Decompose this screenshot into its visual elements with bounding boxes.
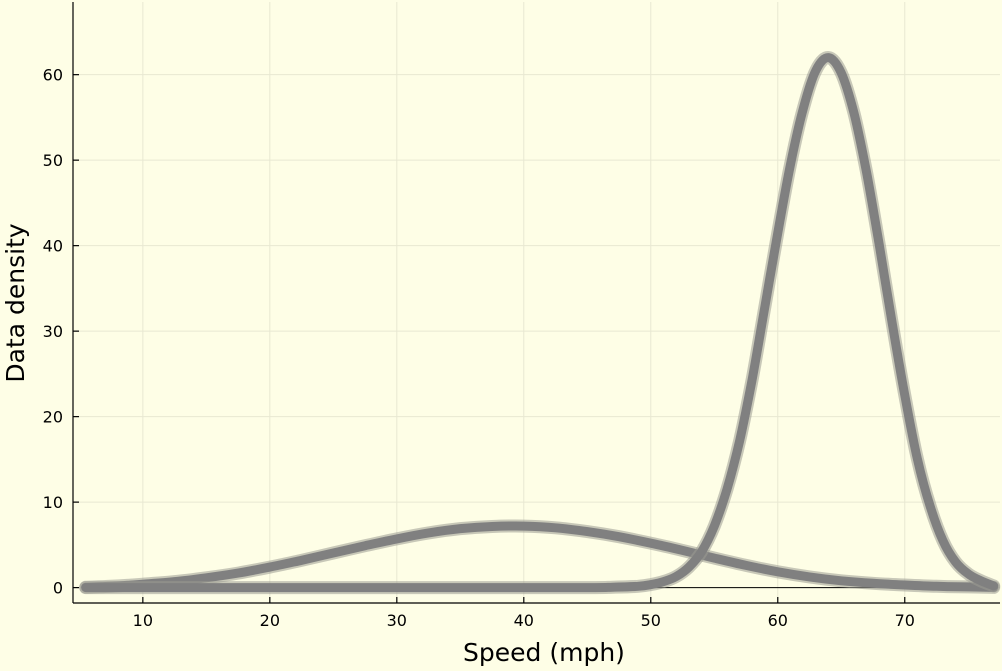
y-tick-label: 10 xyxy=(43,493,63,512)
density-curves xyxy=(79,51,1001,595)
x-tick-label: 50 xyxy=(641,611,661,630)
y-tick-label: 30 xyxy=(43,322,63,341)
x-tick-label: 70 xyxy=(895,611,915,630)
x-tick-label: 60 xyxy=(768,611,788,630)
x-axis-title: Speed (mph) xyxy=(463,638,625,667)
x-tick-label: 10 xyxy=(133,611,153,630)
density-band-1 xyxy=(81,521,999,592)
x-tick-label: 40 xyxy=(514,611,534,630)
ticks: 10 20 30 40 50 60 70 0 10 20 30 40 50 60 xyxy=(43,66,915,630)
y-tick-label: 40 xyxy=(43,237,63,256)
density-band-2 xyxy=(81,53,999,593)
y-axis-title: Data density xyxy=(1,223,30,383)
axes xyxy=(72,2,1000,604)
y-tick-label: 0 xyxy=(53,579,63,598)
x-tick-label: 20 xyxy=(260,611,280,630)
x-tick-label: 30 xyxy=(387,611,407,630)
grid xyxy=(73,2,1000,603)
y-tick-label: 60 xyxy=(43,66,63,85)
y-tick-label: 20 xyxy=(43,408,63,427)
y-tick-label: 50 xyxy=(43,151,63,170)
